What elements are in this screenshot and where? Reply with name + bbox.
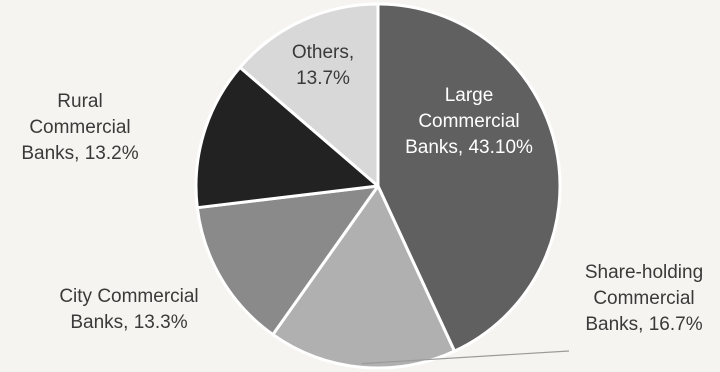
leader-share-holding-commercial-banks	[361, 350, 570, 365]
slice-labels: Large Commercial Banks, 43.10% Share-holdin…	[21, 42, 703, 335]
pie-slices	[194, 2, 562, 370]
label-city-commercial-banks: City Commercial Banks, 13.3%	[59, 286, 198, 333]
leader-lines	[361, 350, 570, 365]
slice-share-holding-commercial-banks	[271, 184, 456, 370]
slice-city-commercial-banks	[195, 184, 380, 337]
label-large-commercial-banks: Large Commercial Banks, 43.10%	[405, 85, 533, 158]
slice-large-commercial-banks	[376, 2, 562, 353]
label-others: Others, 13.7%	[292, 42, 354, 89]
slice-rural-commercial-banks	[194, 65, 380, 210]
label-rural-commercial-banks: Rural Commercial Banks, 13.2%	[21, 91, 138, 164]
label-share-holding-commercial-banks: Share-holding Commercial Banks, 16.7%	[585, 262, 703, 335]
slice-others	[238, 2, 380, 188]
